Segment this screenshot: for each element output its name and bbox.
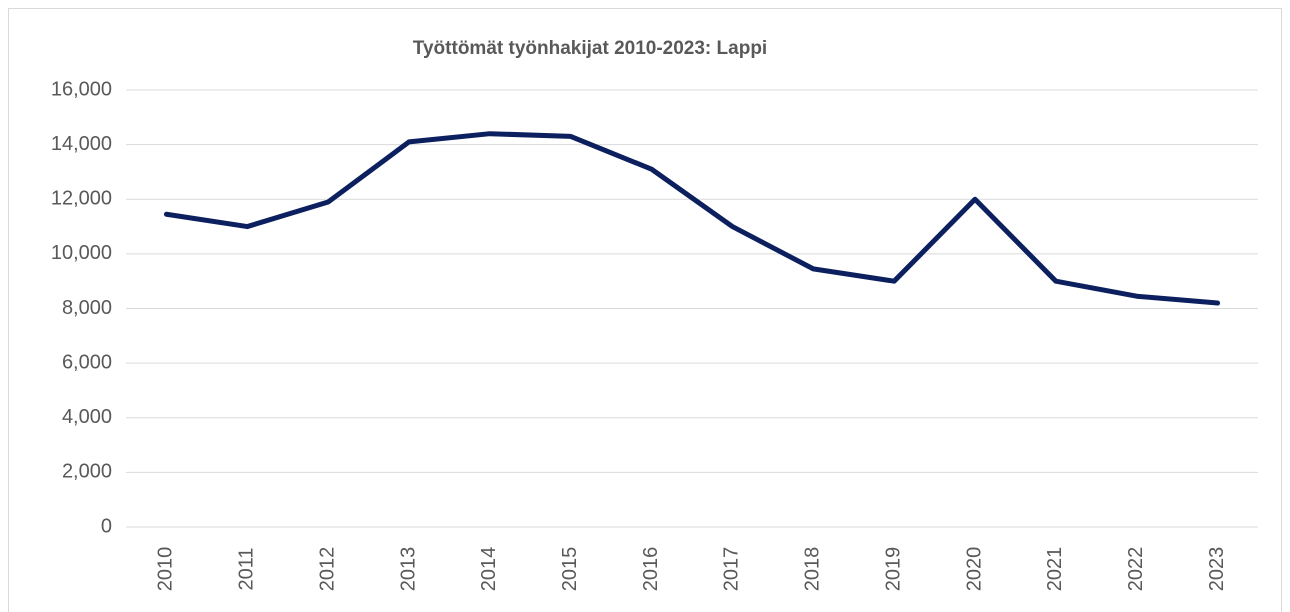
x-tick-label: 2015 [559, 547, 581, 592]
y-tick-label: 8,000 [62, 297, 112, 319]
x-tick-label: 2023 [1206, 547, 1228, 592]
x-tick-label: 2021 [1044, 547, 1066, 592]
y-tick-label: 6,000 [62, 351, 112, 373]
y-tick-label: 0 [101, 515, 112, 537]
x-tick-label: 2016 [640, 547, 662, 592]
chart-frame [8, 8, 1282, 612]
y-tick-label: 16,000 [51, 78, 112, 100]
y-tick-label: 14,000 [51, 133, 112, 155]
x-tick-label: 2018 [802, 547, 824, 592]
x-tick-label: 2017 [721, 547, 743, 592]
x-tick-label: 2012 [316, 547, 338, 592]
x-tick-label: 2022 [1125, 547, 1147, 592]
x-tick-label: 2011 [236, 547, 258, 590]
y-tick-label: 4,000 [62, 406, 112, 428]
chart-title: Työttömät työnhakijat 2010-2023: Lappi [413, 38, 767, 59]
x-tick-label: 2014 [478, 547, 500, 592]
series-line [163, 131, 1221, 306]
y-tick-label: 2,000 [62, 461, 112, 483]
x-tick-label: 2013 [397, 547, 419, 592]
y-tick-label: 10,000 [51, 242, 112, 264]
x-tick-label: 2010 [155, 547, 177, 592]
x-tick-label: 2020 [963, 547, 985, 592]
y-tick-label: 12,000 [51, 188, 112, 210]
x-tick-label: 2019 [882, 547, 904, 592]
